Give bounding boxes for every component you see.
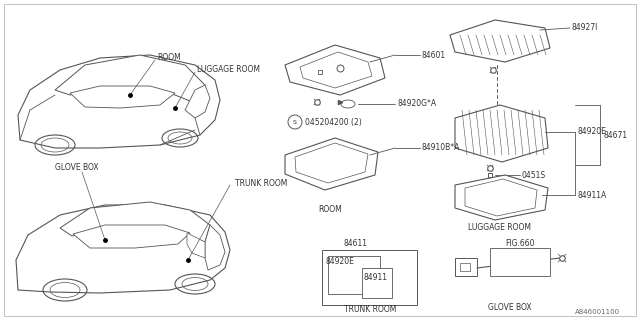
Text: FIG.660: FIG.660 bbox=[505, 238, 535, 247]
Polygon shape bbox=[18, 55, 220, 148]
Text: 84920E: 84920E bbox=[326, 258, 355, 267]
Text: 045204200 (2): 045204200 (2) bbox=[305, 117, 362, 126]
Text: LUGGAGE ROOM: LUGGAGE ROOM bbox=[197, 66, 260, 75]
Bar bbox=[490, 248, 550, 276]
Text: 84601: 84601 bbox=[422, 51, 446, 60]
Text: 84911: 84911 bbox=[363, 274, 387, 283]
Polygon shape bbox=[285, 138, 378, 190]
Polygon shape bbox=[16, 205, 230, 293]
Polygon shape bbox=[295, 143, 368, 183]
Polygon shape bbox=[185, 85, 210, 118]
Polygon shape bbox=[60, 202, 210, 242]
Bar bbox=[328, 256, 380, 294]
Polygon shape bbox=[300, 52, 372, 88]
Text: ROOM: ROOM bbox=[157, 53, 180, 62]
Text: TRUNK ROOM: TRUNK ROOM bbox=[235, 179, 287, 188]
Text: 0451S: 0451S bbox=[522, 171, 546, 180]
Text: A846001100: A846001100 bbox=[575, 309, 620, 315]
Text: TRUNK ROOM: TRUNK ROOM bbox=[344, 306, 396, 315]
Text: LUGGAGE ROOM: LUGGAGE ROOM bbox=[468, 223, 531, 233]
Text: 84920G*A: 84920G*A bbox=[397, 100, 436, 108]
Polygon shape bbox=[455, 105, 548, 162]
Text: 84611: 84611 bbox=[343, 239, 367, 249]
Bar bbox=[460, 263, 470, 271]
Polygon shape bbox=[455, 175, 548, 220]
Text: GLOVE BOX: GLOVE BOX bbox=[55, 164, 99, 172]
Polygon shape bbox=[55, 55, 205, 105]
Bar bbox=[455, 258, 477, 276]
Polygon shape bbox=[187, 233, 205, 258]
Polygon shape bbox=[73, 225, 190, 248]
Bar bbox=[362, 268, 392, 298]
Text: 84911A: 84911A bbox=[577, 190, 606, 199]
Polygon shape bbox=[465, 179, 537, 216]
Polygon shape bbox=[205, 225, 225, 270]
Text: 84927I: 84927I bbox=[572, 23, 598, 33]
Text: 84920E: 84920E bbox=[577, 127, 606, 137]
Bar bbox=[322, 250, 417, 305]
Text: 84910B*A: 84910B*A bbox=[422, 143, 460, 153]
Text: 84671: 84671 bbox=[603, 131, 627, 140]
Polygon shape bbox=[450, 20, 550, 62]
Text: S: S bbox=[293, 119, 297, 124]
Text: ROOM: ROOM bbox=[318, 205, 342, 214]
Polygon shape bbox=[70, 86, 175, 108]
Polygon shape bbox=[285, 45, 385, 95]
Text: GLOVE BOX: GLOVE BOX bbox=[488, 303, 532, 313]
